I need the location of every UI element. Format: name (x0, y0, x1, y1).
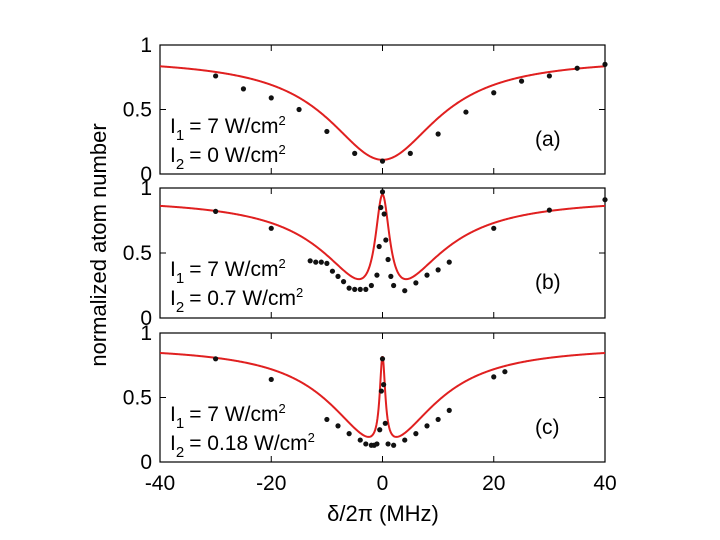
data-point (574, 65, 580, 71)
data-point (446, 259, 452, 265)
data-point (378, 388, 384, 394)
data-point (463, 109, 469, 115)
data-point (402, 288, 408, 294)
data-point (363, 286, 369, 292)
data-point (268, 225, 274, 231)
data-point (268, 95, 274, 101)
intensity-2-label: I2 = 0 W/cm2 (170, 142, 286, 173)
data-point (240, 86, 247, 92)
x-axis-label: δ/2π (MHz) (327, 501, 439, 526)
x-tick-label: 0 (377, 472, 389, 495)
data-point (374, 441, 380, 447)
panel-tag: (c) (535, 416, 560, 439)
data-point (324, 260, 330, 266)
data-point (324, 416, 330, 423)
x-tick-label: -40 (145, 472, 175, 495)
data-point (374, 272, 380, 278)
x-tick-label: -20 (256, 472, 286, 495)
data-point (357, 437, 363, 443)
y-tick-label: 0.5 (123, 387, 152, 410)
data-point (376, 243, 382, 250)
intensity-1-label: I1 = 7 W/cm2 (170, 256, 286, 287)
fit-curve (159, 193, 606, 281)
data-point (313, 259, 319, 265)
x-tick-label: 40 (593, 472, 616, 495)
data-point (324, 128, 330, 135)
y-tick-label: 1 (140, 322, 152, 345)
data-point (402, 437, 408, 443)
data-point (491, 90, 497, 96)
data-point (385, 256, 391, 263)
panel-tag: (b) (535, 271, 561, 294)
data-point (435, 416, 441, 423)
data-point (407, 150, 413, 156)
data-point (435, 131, 441, 137)
data-point (268, 376, 274, 383)
intensity-1-label: I1 = 7 W/cm2 (170, 401, 286, 432)
data-point (357, 286, 363, 292)
data-point (377, 427, 383, 433)
data-point (318, 259, 324, 265)
data-point (546, 73, 552, 79)
data-point (213, 208, 219, 214)
data-point (340, 279, 347, 285)
data-point (379, 158, 386, 164)
data-point (491, 374, 497, 380)
y-tick-label: 0.5 (123, 242, 152, 265)
data-point (379, 189, 386, 195)
intensity-1-label: I1 = 7 W/cm2 (170, 113, 286, 144)
data-point (382, 420, 388, 426)
data-point (424, 423, 430, 429)
data-point (385, 441, 391, 447)
data-point (391, 282, 397, 289)
data-point (381, 382, 387, 388)
data-point (307, 258, 313, 264)
data-point (296, 106, 302, 113)
data-point (213, 356, 219, 362)
data-point (379, 356, 386, 362)
data-point (502, 369, 508, 375)
data-point (602, 197, 608, 203)
data-point (446, 407, 452, 413)
data-point (413, 431, 419, 437)
data-point (388, 273, 394, 279)
data-point (368, 282, 374, 289)
y-tick-label: 0 (140, 163, 152, 186)
intensity-2-label: I2 = 0.18 W/cm2 (170, 430, 315, 461)
y-tick-label: 1 (140, 34, 152, 57)
y-axis-label: normalized atom number (86, 123, 111, 366)
data-point (363, 441, 369, 447)
data-point (381, 211, 387, 217)
data-point (329, 268, 336, 274)
data-point (435, 267, 441, 273)
data-point (391, 442, 397, 448)
data-point (346, 285, 352, 291)
y-tick-label: 0.5 (123, 99, 152, 122)
data-point (352, 286, 358, 292)
data-point (602, 61, 608, 67)
data-point (335, 273, 341, 279)
y-tick-label: 0 (140, 307, 152, 330)
data-point (352, 150, 358, 156)
data-point (413, 280, 419, 286)
data-point (518, 78, 525, 84)
data-point (335, 423, 341, 429)
data-point (346, 431, 352, 437)
y-tick-label: 1 (140, 177, 152, 200)
data-point (491, 225, 497, 231)
panel-tag: (a) (535, 128, 561, 151)
data-point (378, 204, 384, 211)
y-tick-label: 0 (140, 451, 152, 474)
data-point (546, 207, 552, 213)
data-point (213, 73, 219, 79)
x-tick-label: 20 (482, 472, 505, 495)
intensity-2-label: I2 = 0.7 W/cm2 (170, 285, 303, 316)
data-point (424, 272, 430, 278)
data-point (383, 237, 389, 243)
